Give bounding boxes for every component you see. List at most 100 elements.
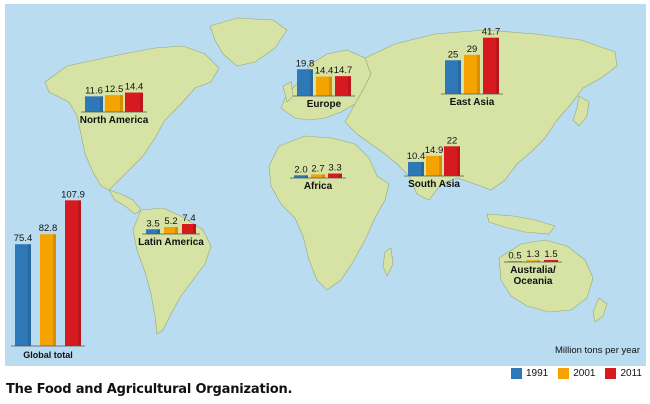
group-label-europe: Europe — [307, 99, 342, 110]
data-label-south-asia-2011: 22 — [447, 135, 458, 146]
legend-item-2001: 2001 — [558, 368, 595, 379]
bar-africa-2001 — [311, 174, 325, 178]
bar-group-north-america: 11.6 12.5 14.4 North America — [80, 82, 149, 126]
legend-label-2001: 2001 — [573, 368, 596, 379]
bar-north-america-2001 — [105, 95, 123, 112]
bar-group-global-total: 75.4 82.8 107.9 Global total — [11, 189, 85, 360]
bar-south-asia-2001 — [426, 155, 442, 176]
north-america-shape — [44, 45, 220, 191]
group-label-australia-oceania-line1: Oceania — [514, 276, 553, 287]
bar-shade-europe-2011 — [348, 76, 351, 96]
bar-shade-south-asia-2001 — [439, 155, 442, 176]
south-america-shape — [132, 207, 212, 335]
units-label: Million tons per year — [554, 345, 640, 356]
group-label-latin-america: Latin America — [138, 237, 204, 248]
bar-latin-america-2001 — [164, 226, 178, 234]
bar-shade-africa-2011 — [339, 173, 342, 178]
group-label-africa: Africa — [304, 181, 333, 192]
data-label-north-america-2001: 12.5 — [105, 84, 124, 95]
legend-label-2011: 2011 — [620, 368, 642, 379]
bar-global-total-2001 — [40, 234, 56, 346]
bar-shade-north-america-1991 — [100, 96, 103, 112]
bar-group-south-asia: 10.414.922 South Asia — [404, 135, 464, 190]
bar-north-america-2011 — [125, 92, 143, 112]
legend-item-1991: 1991 — [510, 368, 549, 379]
bar-shade-australia-oceania-2001 — [537, 260, 540, 262]
data-label-global-total-2011: 107.9 — [61, 189, 85, 200]
data-label-africa-2011: 3.3 — [328, 163, 341, 174]
legend-item-2011: 2011 — [605, 368, 642, 379]
bar-shade-europe-1991 — [310, 69, 313, 96]
bar-shade-latin-america-1991 — [157, 229, 160, 234]
data-label-east-asia-1991: 25 — [448, 49, 459, 60]
legend-swatch-1991 — [510, 368, 522, 379]
data-label-australia-oceania-2011: 1.5 — [544, 249, 557, 260]
legend-swatch-2001 — [558, 368, 570, 379]
data-label-latin-america-2011: 7.4 — [182, 213, 195, 224]
bar-shade-east-asia-2001 — [477, 54, 480, 94]
legend-swatch-2011 — [605, 368, 617, 379]
bar-australia-oceania-2001 — [526, 260, 540, 262]
bar-africa-1991 — [294, 175, 308, 178]
bar-shade-global-total-1991 — [28, 244, 31, 346]
bar-east-asia-2011 — [483, 37, 499, 94]
australia-shape — [498, 239, 594, 313]
data-label-europe-2001: 14.4 — [315, 66, 334, 77]
bar-shade-africa-1991 — [305, 175, 308, 178]
africa-shape — [268, 135, 390, 291]
bar-shade-east-asia-1991 — [458, 60, 461, 94]
data-label-north-america-2011: 14.4 — [125, 82, 144, 93]
bar-europe-2011 — [335, 76, 351, 96]
bar-group-australia-oceania: 0.5 1.3 1.5 Australia/Oceania — [504, 249, 562, 287]
caption: The Food and Agricultural Organization. — [6, 382, 293, 397]
data-label-latin-america-1991: 3.5 — [146, 218, 159, 229]
data-label-australia-oceania-1991: 0.5 — [508, 250, 521, 261]
data-label-south-asia-2001: 14.9 — [425, 145, 444, 156]
bar-shade-global-total-2001 — [53, 234, 56, 346]
bar-east-asia-1991 — [445, 60, 461, 94]
data-label-north-america-1991: 11.6 — [85, 85, 103, 96]
data-label-africa-2001: 2.7 — [311, 163, 324, 174]
bar-global-total-1991 — [15, 244, 31, 346]
bar-global-total-2011 — [65, 200, 81, 346]
data-label-latin-america-2001: 5.2 — [164, 216, 177, 227]
data-label-east-asia-2011: 41.7 — [482, 27, 501, 38]
bar-south-asia-1991 — [408, 161, 424, 176]
bar-shade-europe-2001 — [329, 76, 332, 96]
madagascar-shape — [382, 247, 394, 277]
bar-group-europe: 19.814.4 14.7 Europe — [293, 58, 355, 110]
bar-east-asia-2001 — [464, 54, 480, 94]
group-label-east-asia: East Asia — [450, 97, 495, 108]
bar-shade-africa-2001 — [322, 174, 325, 178]
group-label-global-total: Global total — [23, 350, 73, 360]
japan-shape — [572, 95, 590, 127]
world-landmass — [44, 17, 618, 335]
bar-shade-latin-america-2011 — [193, 224, 196, 234]
bar-north-america-1991 — [85, 96, 103, 112]
group-label-australia-oceania-line0: Australia/ — [510, 265, 556, 276]
new-zealand-shape — [592, 297, 608, 323]
data-label-south-asia-1991: 10.4 — [407, 151, 426, 162]
data-label-east-asia-2001: 29 — [467, 44, 478, 55]
bar-shade-south-asia-2011 — [457, 146, 460, 176]
data-label-africa-1991: 2.0 — [294, 164, 307, 175]
bar-europe-1991 — [297, 69, 313, 96]
bar-latin-america-1991 — [146, 229, 160, 234]
asia-shape — [344, 29, 618, 201]
bar-shade-australia-oceania-2011 — [555, 259, 558, 262]
bar-shade-latin-america-2001 — [175, 226, 178, 234]
bar-europe-2001 — [316, 76, 332, 96]
legend-label-1991: 1991 — [525, 368, 549, 379]
bar-group-latin-america: 3.5 5.2 7.4 Latin America — [138, 213, 204, 248]
greenland-shape — [209, 17, 288, 67]
data-label-europe-1991: 19.8 — [296, 58, 315, 69]
bar-shade-north-america-2011 — [140, 92, 143, 112]
bar-australia-oceania-2011 — [544, 259, 558, 262]
data-label-global-total-1991: 75.4 — [14, 233, 33, 244]
central-america-shape — [108, 189, 142, 215]
bar-shade-north-america-2001 — [120, 95, 123, 112]
legend: 1991 2001 2011 — [501, 368, 642, 379]
bar-south-asia-2011 — [444, 146, 460, 176]
